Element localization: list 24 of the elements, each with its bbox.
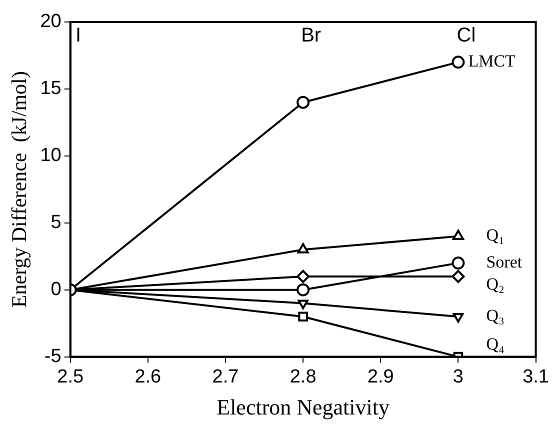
y-tick-label: 15 xyxy=(40,78,62,100)
series-label: Q₂ xyxy=(486,274,504,294)
y-tick-label: 5 xyxy=(50,212,62,234)
series-label: Q₄ xyxy=(486,334,504,354)
x-tick-label: 3.1 xyxy=(522,366,550,388)
series-label: LMCT xyxy=(468,52,516,71)
y-tick-label: 10 xyxy=(40,145,62,166)
annotation: Cl xyxy=(456,24,476,47)
x-tick-label: 3 xyxy=(452,366,464,388)
annotation: Br xyxy=(301,24,322,47)
x-tick-label: 2.7 xyxy=(212,366,239,388)
x-tick-label: 2.6 xyxy=(134,366,162,388)
annotation: I xyxy=(76,24,82,47)
x-tick-label: 2.5 xyxy=(57,366,84,388)
y-tick-label: 0 xyxy=(50,279,62,300)
x-tick-label: 2.9 xyxy=(367,366,394,388)
y-tick-label: 20 xyxy=(40,11,62,32)
x-tick-label: 2.8 xyxy=(290,366,316,388)
series-label: Soret xyxy=(486,252,522,272)
y-tick-label: -5 xyxy=(44,346,62,368)
series-label: Q₁ xyxy=(486,226,504,245)
y-axis-title: Energy Difference (kJ/mol) xyxy=(7,71,32,308)
series-label: Q₃ xyxy=(486,306,504,326)
x-axis-title: Electron Negativity xyxy=(216,394,390,420)
